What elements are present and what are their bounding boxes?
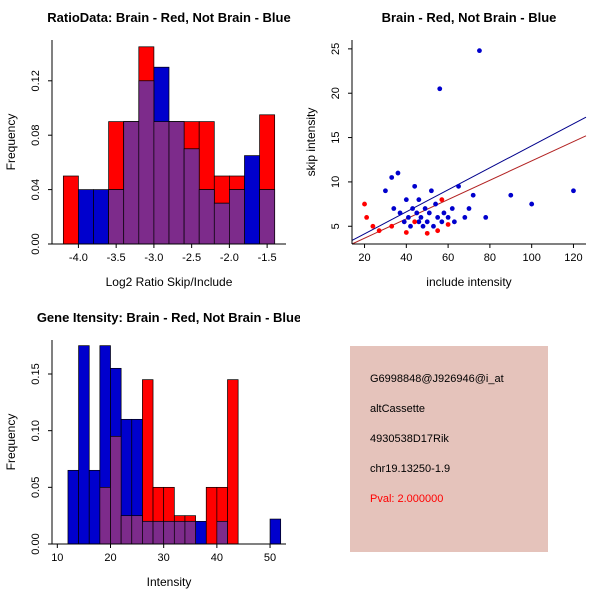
svg-text:120: 120 [564,252,582,264]
ratio-histogram-svg: RatioData: Brain - Red, Not Brain - Blue… [4,10,291,289]
gene-symbol-text: 4930538D17Rik [370,433,449,445]
svg-text:5: 5 [330,223,342,229]
svg-text:Intensity: Intensity [147,575,192,589]
svg-text:Frequency: Frequency [4,114,18,171]
gene-intensity-histogram-panel: Gene Itensity: Brain - Red, Not Brain - … [0,300,301,600]
svg-text:40: 40 [400,252,412,264]
svg-text:0.08: 0.08 [30,124,42,145]
intensity-scatter-panel: Brain - Red, Not Brain - Blue 20 40 60 80 100… [300,0,600,300]
svg-text:RatioData: Brain - Red, Not Br: RatioData: Brain - Red, Not Brain - Blue [47,10,290,25]
intensity-scatter-svg: Brain - Red, Not Brain - Blue 20 40 60 80 100… [304,10,587,289]
svg-text:50: 50 [264,552,276,564]
event-type-text: altCassette [370,403,426,415]
svg-text:0.00: 0.00 [30,533,42,554]
svg-text:100: 100 [522,252,540,264]
probe-id-text: G6998848@J926946@i_at [370,373,504,385]
svg-text:0.04: 0.04 [30,179,42,200]
svg-text:0.15: 0.15 [30,363,42,384]
svg-text:Gene Itensity: Brain - Red, No: Gene Itensity: Brain - Red, Not Brain - … [37,310,300,325]
svg-text:60: 60 [442,252,454,264]
svg-text:0.10: 0.10 [30,420,42,441]
gene-info-panel: G6998848@J926946@i_at altCassette 493053… [300,300,600,600]
svg-text:-3.5: -3.5 [107,252,126,264]
svg-text:-1.5: -1.5 [258,252,277,264]
svg-text:10: 10 [51,552,63,564]
svg-text:20: 20 [358,252,370,264]
svg-text:25: 25 [330,43,342,55]
svg-text:40: 40 [211,552,223,564]
svg-text:Frequency: Frequency [4,414,18,471]
svg-text:30: 30 [158,552,170,564]
svg-text:10: 10 [330,176,342,188]
svg-text:-3.0: -3.0 [144,252,163,264]
svg-text:Brain - Red, Not Brain - Blue: Brain - Red, Not Brain - Blue [382,10,557,25]
svg-text:-2.5: -2.5 [182,252,201,264]
svg-text:0.05: 0.05 [30,477,42,498]
svg-text:20: 20 [330,87,342,99]
svg-text:0.00: 0.00 [30,233,42,254]
svg-text:80: 80 [484,252,496,264]
svg-text:0.12: 0.12 [30,70,42,91]
svg-text:include intensity: include intensity [426,275,511,289]
svg-text:15: 15 [330,131,342,143]
svg-text:-4.0: -4.0 [69,252,88,264]
svg-text:-2.0: -2.0 [220,252,239,264]
pval-line: Pval: 2.000000 [370,493,444,505]
svg-text:20: 20 [104,552,116,564]
svg-text:skip intensity: skip intensity [304,108,318,177]
gene-info-box: G6998848@J926946@i_at altCassette 493053… [350,346,548,552]
svg-text:Log2 Ratio Skip/Include: Log2 Ratio Skip/Include [106,275,233,289]
gene-intensity-histogram-svg: Gene Itensity: Brain - Red, Not Brain - … [4,310,301,589]
ratio-histogram-panel: RatioData: Brain - Red, Not Brain - Blue… [0,0,300,300]
locus-text: chr19.13250-1.9 [370,463,451,475]
